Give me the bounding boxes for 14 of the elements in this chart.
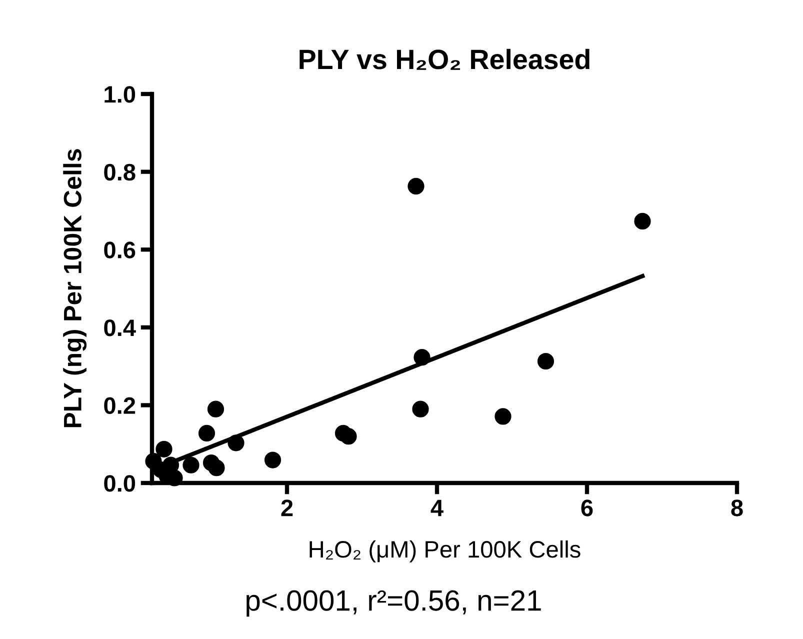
y-tick-label: 0.0 [104, 475, 136, 492]
y-tick-label: 0.4 [104, 319, 136, 336]
y-axis-title: PLY (ng) Per 100K Cells [63, 149, 87, 428]
x-tick-label: 8 [731, 500, 743, 516]
x-axis-title: H₂O₂ (μM) Per 100K Cells [310, 540, 580, 562]
x-tick-label: 4 [430, 500, 444, 516]
y-tick-label: 1.0 [104, 86, 136, 103]
y-tick-label: 0.6 [104, 242, 136, 258]
x-tick-label: 2 [281, 500, 293, 516]
x-tick-label: 6 [581, 500, 593, 516]
y-tick-label: 0.2 [104, 397, 136, 414]
chart-title: PLY vs H₂O₂ Released [300, 48, 590, 70]
text: p<.0001, r²=0.56, n=21 [246, 590, 541, 617]
y-tick-label: 0.8 [104, 164, 136, 181]
